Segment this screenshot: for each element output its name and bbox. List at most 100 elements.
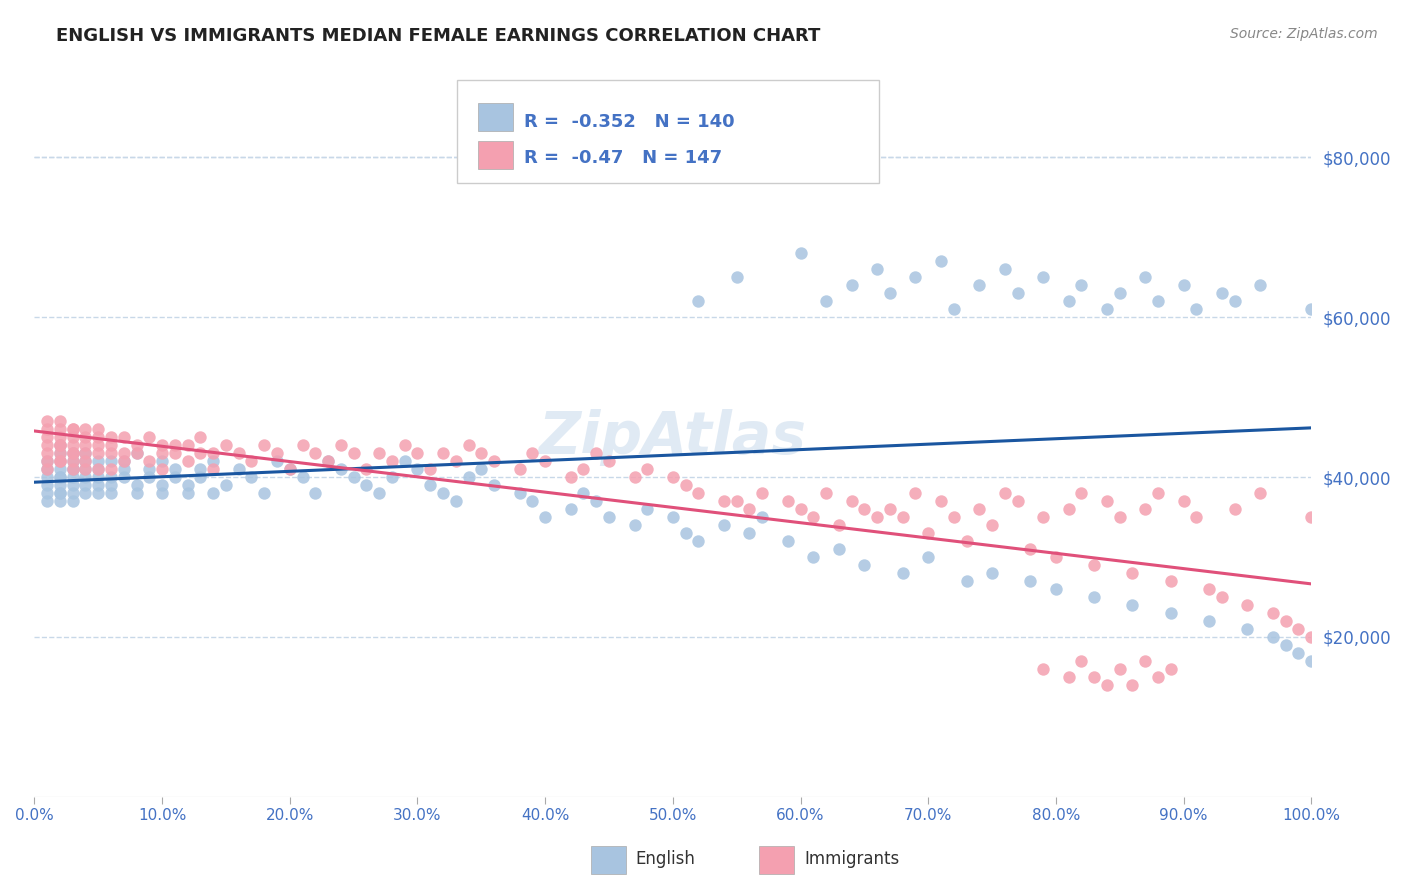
Point xyxy=(444,454,467,468)
Point xyxy=(917,549,939,564)
Point xyxy=(1147,294,1170,309)
Point xyxy=(37,438,59,452)
Point xyxy=(917,525,939,540)
Point xyxy=(955,574,977,588)
Point xyxy=(509,486,531,500)
Point xyxy=(776,533,799,548)
Point xyxy=(202,446,225,460)
Point xyxy=(62,454,84,468)
Text: R =  -0.352   N = 140: R = -0.352 N = 140 xyxy=(524,113,735,131)
Point xyxy=(1249,278,1271,293)
Point xyxy=(457,438,479,452)
Point xyxy=(278,462,301,476)
Point xyxy=(444,494,467,508)
Point xyxy=(49,422,72,436)
Point xyxy=(75,446,97,460)
Point xyxy=(87,478,110,492)
Point xyxy=(776,494,799,508)
Point xyxy=(419,478,441,492)
Point xyxy=(801,510,824,524)
Point xyxy=(49,486,72,500)
Text: English: English xyxy=(636,850,696,868)
Point xyxy=(49,438,72,452)
Point xyxy=(1108,662,1130,676)
Point xyxy=(381,470,404,484)
Point xyxy=(190,446,212,460)
Point xyxy=(112,446,135,460)
Text: Immigrants: Immigrants xyxy=(804,850,900,868)
Point xyxy=(278,462,301,476)
Point xyxy=(75,422,97,436)
Point xyxy=(37,462,59,476)
Text: R =  -0.47   N = 147: R = -0.47 N = 147 xyxy=(524,149,723,167)
Point xyxy=(37,494,59,508)
Point xyxy=(150,454,173,468)
Point xyxy=(419,462,441,476)
Point xyxy=(572,486,595,500)
Point xyxy=(457,470,479,484)
Point xyxy=(1032,270,1054,285)
Point xyxy=(100,470,122,484)
Point xyxy=(163,446,186,460)
Point xyxy=(688,294,710,309)
Point xyxy=(1070,654,1092,668)
Point xyxy=(138,470,160,484)
Point xyxy=(1135,654,1157,668)
Point xyxy=(636,502,658,516)
Point xyxy=(87,470,110,484)
Point xyxy=(49,470,72,484)
Point xyxy=(87,446,110,460)
Point xyxy=(1261,630,1284,644)
Point xyxy=(202,486,225,500)
Point xyxy=(1057,502,1080,516)
Point xyxy=(368,486,391,500)
Point xyxy=(202,454,225,468)
Point xyxy=(994,486,1017,500)
Point xyxy=(125,446,148,460)
Point xyxy=(853,502,876,516)
Point xyxy=(1135,270,1157,285)
Point xyxy=(725,494,748,508)
Point xyxy=(432,446,454,460)
Point xyxy=(994,262,1017,277)
Point xyxy=(329,438,352,452)
Point xyxy=(37,430,59,444)
Point xyxy=(1211,286,1233,301)
Point xyxy=(482,454,505,468)
Point xyxy=(1095,494,1118,508)
Point xyxy=(253,438,276,452)
Point xyxy=(381,454,404,468)
Point xyxy=(342,446,364,460)
Point xyxy=(125,438,148,452)
Point xyxy=(75,462,97,476)
Point xyxy=(49,486,72,500)
Point xyxy=(534,510,557,524)
Point xyxy=(598,510,620,524)
Point xyxy=(929,254,952,268)
Point xyxy=(75,430,97,444)
Point xyxy=(789,246,811,260)
Point xyxy=(87,462,110,476)
Point xyxy=(509,462,531,476)
Point xyxy=(1057,294,1080,309)
Point xyxy=(125,486,148,500)
Point xyxy=(37,446,59,460)
Point xyxy=(150,446,173,460)
Point xyxy=(879,502,901,516)
Point xyxy=(75,478,97,492)
Point xyxy=(37,486,59,500)
Point xyxy=(1057,670,1080,684)
Point xyxy=(522,494,544,508)
Point xyxy=(751,510,773,524)
Point xyxy=(1108,510,1130,524)
Point xyxy=(623,470,645,484)
Point xyxy=(100,446,122,460)
Point xyxy=(112,454,135,468)
Point xyxy=(1236,622,1258,636)
Point xyxy=(394,438,416,452)
Point xyxy=(291,470,314,484)
Point xyxy=(891,510,914,524)
Point xyxy=(138,454,160,468)
Point xyxy=(688,486,710,500)
Point xyxy=(368,446,391,460)
